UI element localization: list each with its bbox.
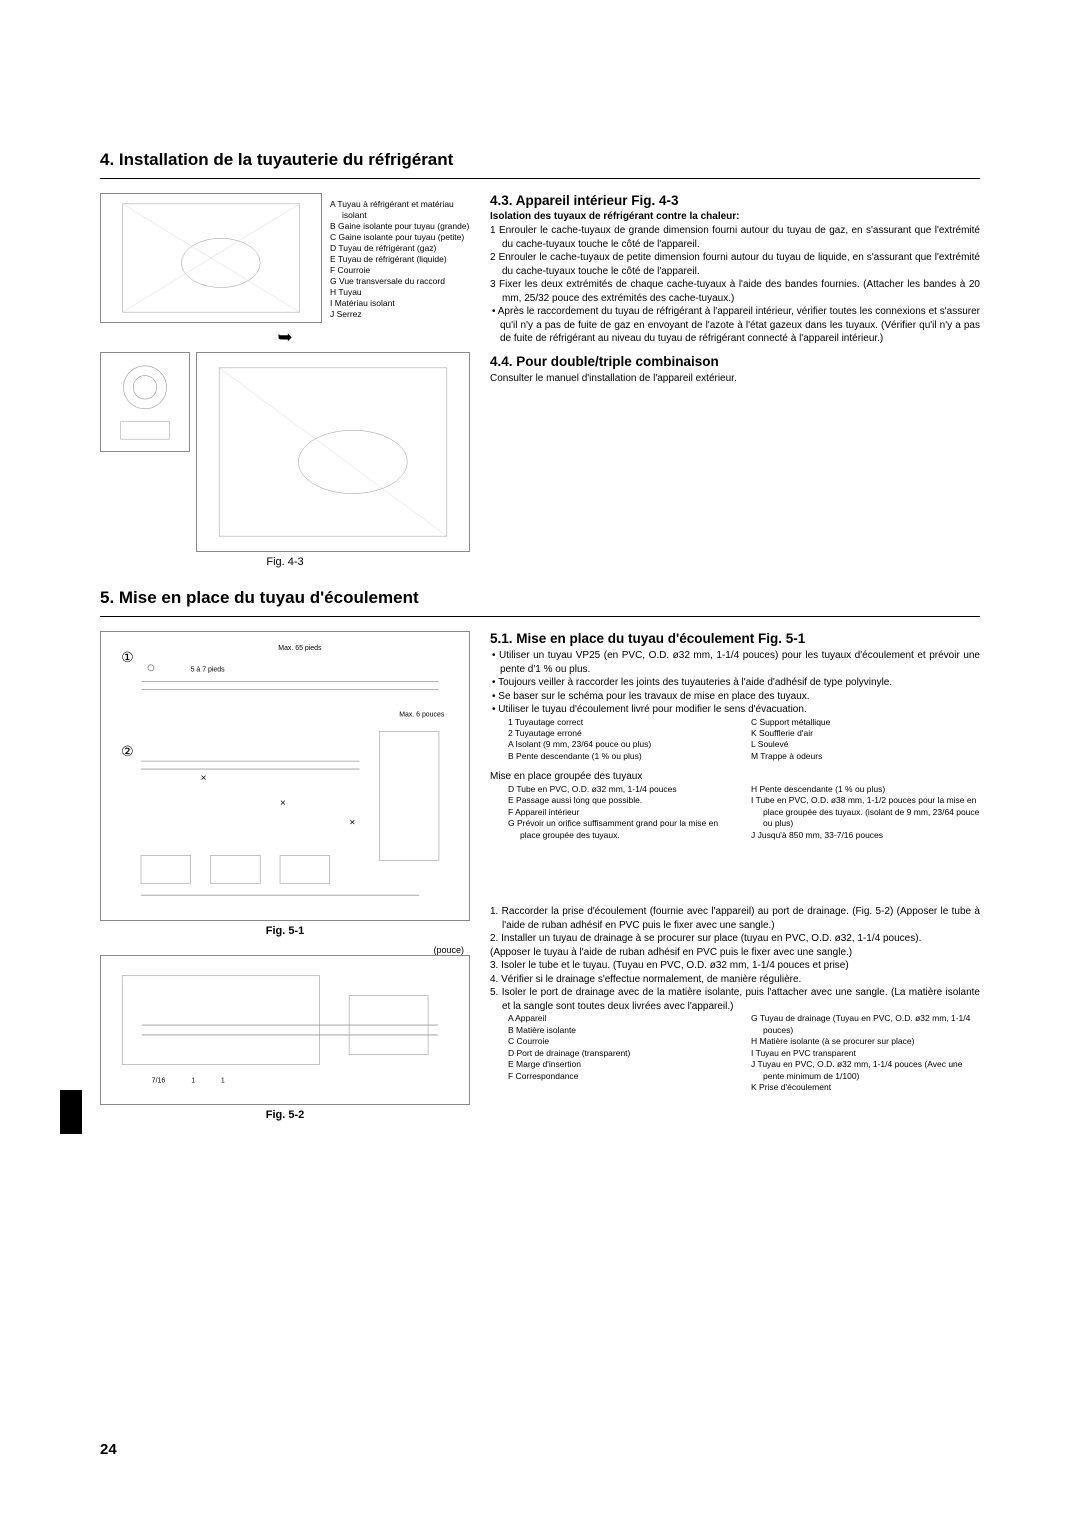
svg-text:②: ② — [121, 743, 133, 759]
svg-text:Max. 65 pieds: Max. 65 pieds — [278, 645, 322, 652]
section4-columns: A Tuyau à réfrigérant et matériau isolan… — [100, 193, 980, 568]
figure-4-3-top — [100, 193, 322, 323]
divider — [100, 178, 980, 179]
svg-text:①: ① — [121, 649, 133, 665]
fig-5-1-caption: Fig. 5-1 — [100, 925, 470, 937]
section5-right: 5.1. Mise en place du tuyau d'écoulement… — [490, 631, 980, 1121]
legend-4-3: A Tuyau à réfrigérant et matériau isolan… — [330, 193, 470, 323]
fig-4-3-caption: Fig. 4-3 — [100, 556, 470, 568]
section4-left: A Tuyau à réfrigérant et matériau isolan… — [100, 193, 470, 568]
sub-4-3-bold: Isolation des tuyaux de réfrigérant cont… — [490, 211, 980, 222]
sub-5-1-title: 5.1. Mise en place du tuyau d'écoulement… — [490, 631, 980, 646]
group-title: Mise en place groupée des tuyaux — [490, 770, 980, 784]
fig-5-2-caption: Fig. 5-2 — [100, 1109, 470, 1121]
figure-4-3-detail2 — [196, 352, 470, 552]
figure-5-1: ① Max. 65 pieds 5 à 7 pieds Max. 6 pouce… — [100, 631, 470, 921]
svg-text:×: × — [201, 773, 207, 784]
sub-4-4-text: Consulter le manuel d'installation de l'… — [490, 372, 980, 386]
arrow-icon: ➥ — [100, 327, 470, 348]
sub-4-4-title: 4.4. Pour double/triple combinaison — [490, 354, 980, 369]
figure-4-3-detail1 — [100, 352, 190, 452]
legend-5-1a: 1 Tuyautage correct 2 Tuyautage erroné A… — [490, 717, 980, 763]
sub-4-3-bullets: Après le raccordement du tuyau de réfrig… — [490, 305, 980, 346]
section4-title: 4. Installation de la tuyauterie du réfr… — [100, 150, 980, 170]
figure-5-2: 7/16 1 1 — [100, 955, 470, 1105]
section5-columns: ① Max. 65 pieds 5 à 7 pieds Max. 6 pouce… — [100, 631, 980, 1121]
sub-4-3-title: 4.3. Appareil intérieur Fig. 4-3 — [490, 193, 980, 208]
section4-right: 4.3. Appareil intérieur Fig. 4-3 Isolati… — [490, 193, 980, 568]
page-number: 24 — [100, 1441, 117, 1458]
svg-text:Max. 6 pouces: Max. 6 pouces — [399, 711, 445, 718]
side-tab — [60, 1090, 82, 1134]
fig-5-2-unit: (pouce) — [100, 945, 470, 955]
svg-text:7/16: 7/16 — [152, 1077, 166, 1084]
sub-4-3-list: 1 Enrouler le cache-tuyaux de grande dim… — [490, 224, 980, 305]
svg-text:×: × — [350, 818, 356, 829]
legend-5-1b: D Tube en PVC, O.D. ø32 mm, 1-1/4 pouces… — [490, 784, 980, 841]
steps-5-2: 1. Raccorder la prise d'écoulement (four… — [490, 905, 980, 1013]
svg-text:1: 1 — [221, 1077, 225, 1084]
legend-5-2: A Appareil B Matière isolante C Courroie… — [490, 1013, 980, 1093]
section5-left: ① Max. 65 pieds 5 à 7 pieds Max. 6 pouce… — [100, 631, 470, 1121]
svg-text:1: 1 — [191, 1077, 195, 1084]
section5-title: 5. Mise en place du tuyau d'écoulement — [100, 588, 980, 608]
divider2 — [100, 616, 980, 617]
svg-text:5 à 7 pieds: 5 à 7 pieds — [191, 667, 225, 674]
section-4: 4. Installation de la tuyauterie du réfr… — [100, 150, 980, 568]
section-5: 5. Mise en place du tuyau d'écoulement ①… — [100, 588, 980, 1121]
sub-5-1-bullets: Utiliser un tuyau VP25 (en PVC, O.D. ø32… — [490, 649, 980, 717]
svg-text:×: × — [280, 798, 286, 809]
